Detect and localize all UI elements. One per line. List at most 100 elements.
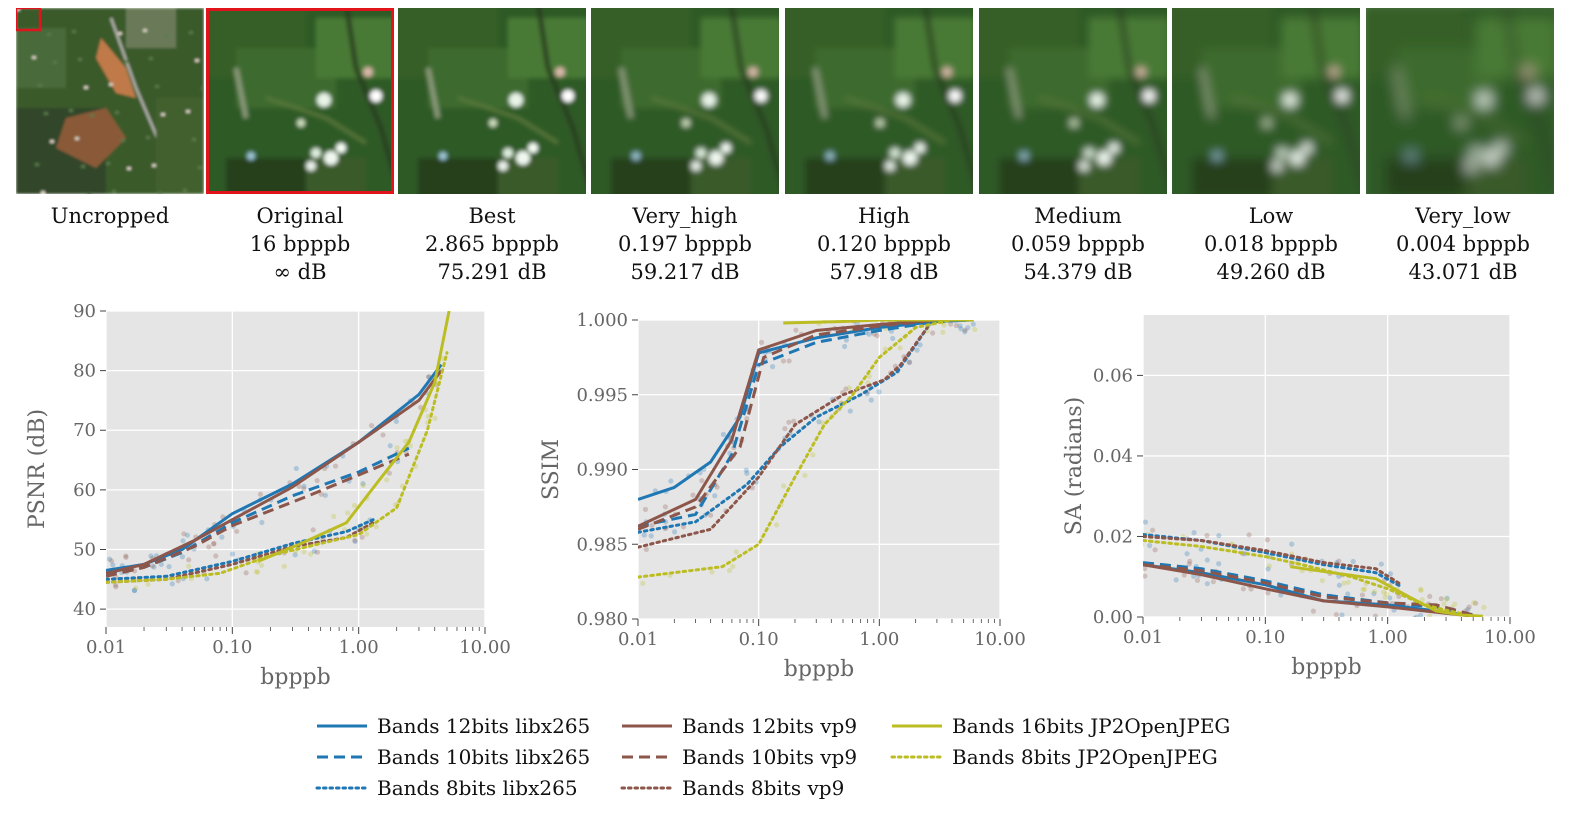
scatter-point <box>712 493 718 499</box>
legend-swatch <box>620 786 674 790</box>
scatter-point <box>820 420 826 426</box>
scatter-point <box>972 326 978 333</box>
y-tick-label: 40 <box>73 599 96 620</box>
caption-low: Low 0.018 bpppb 49.260 dB <box>1171 202 1371 286</box>
scatter-point <box>106 556 113 562</box>
scatter-point <box>640 580 646 586</box>
thumbnail-medium <box>979 8 1167 194</box>
caption-high: High 0.120 bpppb 57.918 dB <box>784 202 984 286</box>
scatter-point <box>1266 563 1272 569</box>
scatter-point <box>243 570 249 576</box>
scatter-point <box>131 587 138 594</box>
legend-swatch <box>317 755 367 759</box>
scatter-point <box>958 326 964 332</box>
scatter-point <box>1210 579 1216 585</box>
scatter-point <box>1152 547 1158 553</box>
scatter-point <box>360 482 366 489</box>
scatter-point <box>364 531 370 537</box>
y-tick-label: 1.000 <box>576 310 628 331</box>
scatter-point <box>720 431 726 437</box>
caption-label: High <box>858 204 910 228</box>
scatter-point <box>962 327 968 333</box>
scatter-point <box>318 491 324 497</box>
x-tick-label: 1.00 <box>1368 627 1408 648</box>
scatter-point <box>384 477 390 483</box>
scatter-point <box>769 364 776 370</box>
thumbnail-high <box>785 8 973 194</box>
scatter-point <box>758 339 765 345</box>
scatter-point <box>1194 577 1201 583</box>
scatter-point <box>1204 532 1210 539</box>
scatter-point <box>373 524 379 530</box>
scatter-point <box>956 307 961 312</box>
scatter-point <box>1310 608 1316 614</box>
scatter-point <box>1438 596 1444 602</box>
scatter-point <box>970 321 976 327</box>
scatter-point <box>962 329 968 335</box>
scatter-point <box>954 306 959 311</box>
plot-area <box>1143 315 1510 617</box>
x-tick-label: 10.00 <box>459 637 511 658</box>
series-line-bands-8bits-jp2openjpeg <box>638 320 954 579</box>
scatter-point <box>301 483 307 489</box>
scatter-point <box>1417 612 1424 617</box>
scatter-point <box>387 443 393 449</box>
caption-medium: Medium 0.059 bpppb 54.379 dB <box>978 202 1178 286</box>
scatter-point <box>866 331 872 337</box>
scatter-point <box>914 347 920 353</box>
series-group <box>106 311 451 594</box>
scatter-point <box>113 584 119 590</box>
scatter-point <box>314 477 320 484</box>
scatter-point <box>259 519 265 526</box>
plot-area <box>106 311 485 627</box>
scatter-point <box>1204 581 1210 587</box>
series-line-bands-10bits-libx265 <box>638 320 974 528</box>
y-tick-label: 60 <box>73 480 96 501</box>
scatter-point <box>932 314 937 319</box>
scatter-point <box>179 554 186 560</box>
caption-label: Best <box>468 204 516 228</box>
caption-label: Medium <box>1034 204 1122 228</box>
caption-label: Very_high <box>632 204 738 228</box>
scatter-point <box>648 533 654 539</box>
caption-label: Very_low <box>1415 204 1511 228</box>
x-tick-label: 0.01 <box>1123 627 1163 648</box>
scatter-point <box>957 323 963 329</box>
y-axis-label: SSIM <box>539 439 564 500</box>
scatter-point <box>668 478 674 484</box>
scatter-point <box>843 337 850 343</box>
scatter-point <box>965 325 971 331</box>
scatter-point <box>332 463 339 469</box>
scatter-point <box>744 415 750 422</box>
scatter-point <box>1216 561 1222 567</box>
scatter-point <box>930 330 936 336</box>
legend-swatch <box>317 724 367 728</box>
scatter-point <box>394 445 400 451</box>
scatter-point <box>368 423 375 429</box>
legend-item: Bands 8bits libx265 <box>315 775 578 801</box>
scatter-point <box>1186 561 1192 567</box>
scatter-point <box>407 443 413 449</box>
chart-sa: 0.01 0.10 1.00 10.00 0.00 0.02 0.04 0.06 bpppb SA… <box>1062 315 1536 680</box>
scatter-point <box>211 540 217 547</box>
scatter-point <box>131 587 138 593</box>
scatter-point <box>253 569 260 575</box>
scatter-point <box>1143 573 1148 579</box>
scatter-point <box>1414 614 1420 617</box>
scatter-point <box>110 562 116 568</box>
scatter-point <box>1443 596 1450 602</box>
scatter-point <box>726 567 733 574</box>
scatter-point <box>948 321 954 327</box>
legend-item: Bands 10bits libx265 <box>315 744 590 770</box>
chart-ssim: 0.01 0.10 1.00 10.00 0.980 0.985 0.990 0.995 1.0… <box>539 306 1026 682</box>
thumbnail-uncropped <box>16 8 204 194</box>
legend-item: Bands 8bits JP2OpenJPEG <box>890 744 1218 770</box>
scatter-point <box>1319 578 1325 584</box>
x-tick-label: 1.00 <box>859 629 899 650</box>
scatter-point <box>1419 597 1425 603</box>
x-axis-label: bpppb <box>784 657 854 682</box>
metric-plots: 0.01 0.10 1.00 10.00 40 50 60 70 80 90 bpppb PSNR (… <box>25 301 1536 690</box>
scatter-point <box>1360 586 1366 592</box>
scatter-point <box>662 504 669 510</box>
scatter-point <box>671 529 678 535</box>
